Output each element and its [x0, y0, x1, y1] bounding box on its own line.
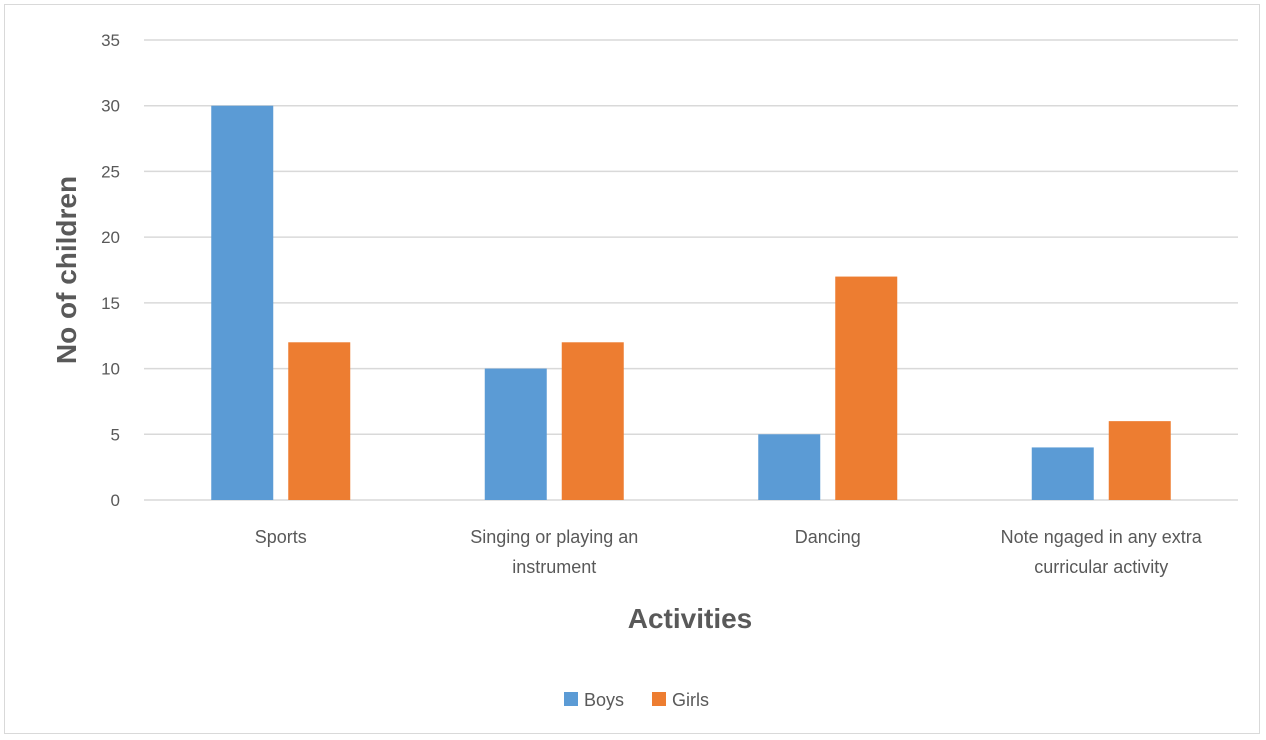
bar-girls-3	[1108, 421, 1171, 500]
bar-boys-3	[1031, 447, 1094, 500]
y-tick-label: 5	[111, 425, 120, 444]
y-tick-label: 10	[101, 360, 120, 379]
bar-boys-1	[484, 368, 547, 500]
x-category-label: Sports	[255, 527, 307, 547]
y-tick-labels: 0 5 10 15 20 25 30 35	[101, 31, 120, 510]
x-category-label: Singing or playing an	[470, 527, 638, 547]
bar-girls-0	[288, 342, 351, 500]
x-category-label: Note ngaged in any extra	[1001, 527, 1203, 547]
y-tick-label: 35	[101, 31, 120, 50]
y-tick-label: 0	[111, 491, 120, 510]
bar-boys-2	[758, 434, 821, 500]
y-tick-label: 30	[101, 97, 120, 116]
bar-girls-2	[835, 276, 898, 500]
bar-boys-0	[211, 105, 274, 500]
y-tick-label: 20	[101, 228, 120, 247]
y-tick-label: 25	[101, 162, 120, 181]
legend-swatch-boys	[564, 692, 578, 706]
bar-girls-1	[561, 342, 624, 500]
legend-label-boys: Boys	[584, 690, 624, 710]
legend-swatch-girls	[652, 692, 666, 706]
x-category-label: curricular activity	[1034, 557, 1168, 577]
legend: Boys Girls	[564, 690, 709, 710]
legend-label-girls: Girls	[672, 690, 709, 710]
x-category-label: Dancing	[795, 527, 861, 547]
y-axis-title: No of children	[51, 176, 82, 364]
x-axis-title: Activities	[628, 603, 753, 634]
y-tick-label: 15	[101, 294, 120, 313]
bars	[211, 105, 1171, 500]
x-category-label: instrument	[512, 557, 596, 577]
category-labels: Sports Singing or playing an instrument Dan…	[255, 527, 1203, 577]
